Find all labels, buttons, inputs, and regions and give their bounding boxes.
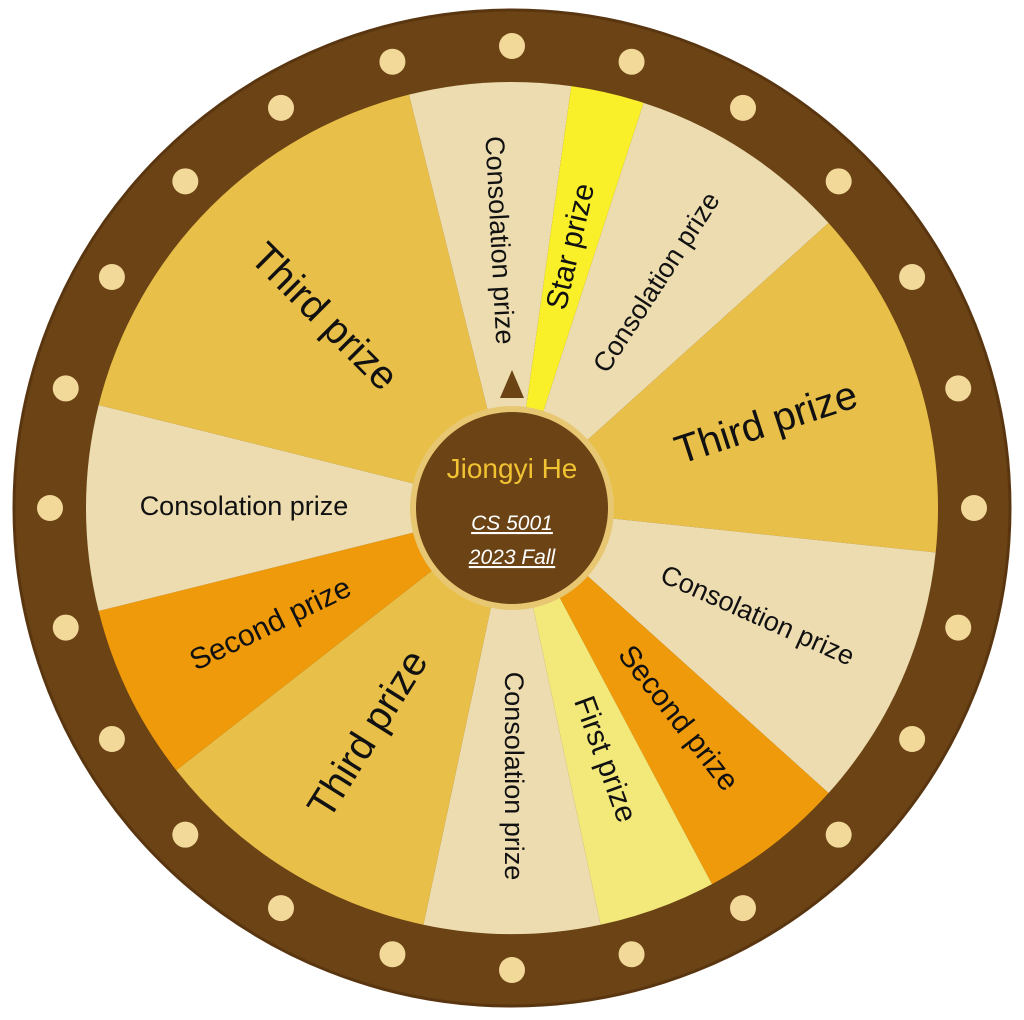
rim-light-icon [268, 895, 294, 922]
hub-term-label: 2023 Fall [468, 546, 557, 569]
rim-light-icon [618, 48, 645, 75]
rim-light-icon [730, 94, 756, 121]
rim-light-icon [379, 941, 406, 968]
wheel-segment [512, 508, 936, 794]
rim-light-icon [172, 168, 199, 195]
wheel-segment [408, 82, 572, 508]
rim-light-icon [730, 895, 756, 922]
wheel-segment [512, 508, 829, 885]
rim-light-icon [499, 957, 525, 983]
segment-label: Consolation prize [140, 491, 349, 521]
wheel-segment [512, 102, 829, 508]
triangle-pointer-icon [500, 370, 524, 398]
hub-player-name: Jiongyi He [447, 453, 578, 484]
wheel-segment [176, 508, 512, 925]
rim-lights [37, 33, 987, 983]
rim-light-icon [37, 495, 63, 521]
wheel-segments [85, 82, 939, 934]
rim-light-icon [961, 495, 987, 521]
hub-course-label: CS 5001 [471, 512, 553, 535]
rim-light-icon [825, 821, 852, 848]
rim-light-icon [98, 726, 125, 752]
wheel-segment [98, 508, 513, 771]
rim-light-icon [172, 821, 199, 848]
rim-light-icon [379, 48, 406, 75]
wheel-segment [512, 222, 939, 553]
wheel-segment [85, 404, 513, 612]
rim-light-icon [499, 33, 525, 59]
rim-light-icon [268, 94, 294, 121]
segment-label: Consolation prize [499, 672, 529, 881]
rim-light-icon [52, 375, 79, 402]
rim-light-icon [945, 614, 972, 641]
wheel-segment [423, 508, 601, 934]
center-hub[interactable] [416, 412, 608, 604]
wheel-segment [98, 94, 513, 509]
wheel-segment [512, 508, 712, 925]
rim-light-icon [98, 264, 125, 290]
wheel-segment [512, 86, 644, 509]
rim-light-icon [899, 264, 926, 290]
rim-light-icon [899, 726, 926, 752]
rim-light-icon [945, 375, 972, 402]
rim-light-icon [618, 941, 645, 968]
rim-light-icon [52, 614, 79, 641]
rim-light-icon [825, 168, 852, 195]
